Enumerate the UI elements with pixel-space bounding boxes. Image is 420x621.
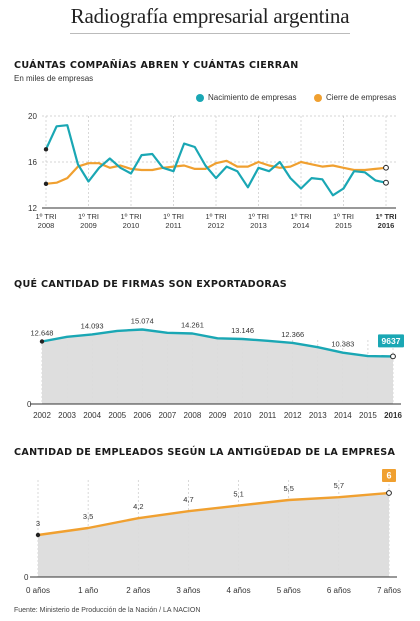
x-tick-label: 2003 xyxy=(58,411,76,420)
data-label: 15.074 xyxy=(131,317,154,326)
x-tick-label: 1 año xyxy=(78,586,99,595)
end-point xyxy=(386,490,392,496)
x-tick-label: 2004 xyxy=(83,411,101,420)
births-line xyxy=(45,124,387,197)
source-note: Fuente: Ministerio de Producción de la N… xyxy=(14,607,201,614)
y-tick-label: 12 xyxy=(28,204,37,213)
end-point xyxy=(383,164,389,171)
data-label: 5,1 xyxy=(233,490,243,499)
x-tick-label: 2009 xyxy=(209,411,227,420)
data-label: 10.383 xyxy=(331,340,354,349)
highlight-label-bg xyxy=(382,469,396,482)
data-label: 4,7 xyxy=(183,495,193,504)
x-tick-label-year: 2009 xyxy=(80,221,97,230)
x-tick-label-year: 2013 xyxy=(250,221,267,230)
data-label: 14.261 xyxy=(181,321,204,330)
employees-line xyxy=(37,491,390,537)
x-tick-label-top: 1º TRI xyxy=(375,212,396,221)
title-divider xyxy=(70,33,350,34)
x-tick-label-top: 1º TRI xyxy=(248,212,269,221)
x-tick-label-top: 1º TRI xyxy=(163,212,184,221)
data-label: 13.146 xyxy=(231,326,254,335)
start-point xyxy=(35,532,41,538)
x-tick-label-top: 1º TRI xyxy=(291,212,312,221)
legend-closures: Cierre de empresas xyxy=(314,93,396,102)
y-tick-label: 16 xyxy=(28,158,37,167)
employees-area xyxy=(38,493,389,577)
x-tick-label-year: 2011 xyxy=(165,221,181,230)
x-tick-label: 0 años xyxy=(26,586,50,595)
data-label: 6 xyxy=(386,471,391,481)
page-title: Radiografía empresarial argentina xyxy=(70,4,350,28)
legend-closures-label: Cierre de empresas xyxy=(326,93,397,102)
x-tick-label: 2006 xyxy=(133,411,151,420)
x-tick-label-year: 2012 xyxy=(208,221,225,230)
x-tick-label: 2013 xyxy=(309,411,327,420)
x-tick-label-top: 1º TRI xyxy=(78,212,99,221)
x-tick-label-year: 2015 xyxy=(335,221,352,230)
exporters-area xyxy=(42,329,393,404)
highlight-label-bg xyxy=(378,334,404,348)
start-point xyxy=(43,181,49,187)
x-tick-label: 2008 xyxy=(184,411,202,420)
x-tick-label: 2010 xyxy=(234,411,252,420)
x-tick-label-year: 2016 xyxy=(378,221,395,230)
x-tick-label: 3 años xyxy=(176,586,200,595)
x-tick-label-top: 1º TRI xyxy=(121,212,142,221)
x-tick-label-top: 1º TRI xyxy=(206,212,227,221)
x-tick-label: 2007 xyxy=(158,411,176,420)
start-point xyxy=(39,339,45,344)
data-label: 14.093 xyxy=(81,321,104,330)
x-tick-label: 2002 xyxy=(33,411,51,420)
data-label: 5,5 xyxy=(283,484,293,493)
x-tick-label: 2014 xyxy=(334,411,352,420)
x-tick-label: 2011 xyxy=(259,411,277,420)
x-tick-label: 5 años xyxy=(277,586,301,595)
x-tick-label: 2015 xyxy=(359,411,377,420)
x-tick-label: 2005 xyxy=(108,411,126,420)
chart2-title: QUÉ CANTIDAD DE FIRMAS SON EXPORTADORAS xyxy=(14,279,288,290)
x-tick-label: 7 años xyxy=(377,586,401,595)
x-tick-label: 2016 xyxy=(384,411,402,420)
end-point xyxy=(390,353,396,360)
x-tick-label: 4 años xyxy=(227,586,251,595)
data-label: 12.648 xyxy=(31,329,54,338)
end-point xyxy=(383,179,389,186)
x-tick-label-top: 1º TRI xyxy=(333,212,354,221)
x-tick-label-year: 2014 xyxy=(293,221,310,230)
x-tick-label-year: 2010 xyxy=(123,221,140,230)
start-point xyxy=(43,147,49,152)
y-tick-label: 20 xyxy=(28,112,37,121)
legend-births-label: Nacimiento de empresas xyxy=(208,93,297,102)
chart3-title: CANTIDAD DE EMPLEADOS SEGÚN LA ANTIGÜEDA… xyxy=(14,447,396,458)
x-tick-label: 2012 xyxy=(284,411,302,420)
legend-teal-dot xyxy=(196,93,204,102)
y-tick-label: 0 xyxy=(27,400,32,409)
data-label: 9637 xyxy=(382,336,401,346)
x-tick-label: 6 años xyxy=(327,586,351,595)
data-label: 3,5 xyxy=(83,512,93,521)
x-tick-label: 2 años xyxy=(126,586,150,595)
chart1-title: CUÁNTAS COMPAÑÍAS ABREN Y CUÁNTAS CIERRA… xyxy=(14,60,299,71)
data-label: 4,2 xyxy=(133,502,143,511)
legend-orange-dot xyxy=(314,93,322,102)
x-tick-label-top: 1º TRI xyxy=(36,212,57,221)
legend-births: Nacimiento de empresas xyxy=(196,93,296,102)
data-label: 5,7 xyxy=(334,481,344,490)
data-label: 12.366 xyxy=(281,330,304,339)
exporters-line xyxy=(41,328,394,358)
x-tick-label-year: 2008 xyxy=(38,221,55,230)
y-tick-label: 0 xyxy=(24,573,29,582)
data-label: 3 xyxy=(36,519,40,528)
chart1-subtitle: En miles de empresas xyxy=(14,74,94,83)
